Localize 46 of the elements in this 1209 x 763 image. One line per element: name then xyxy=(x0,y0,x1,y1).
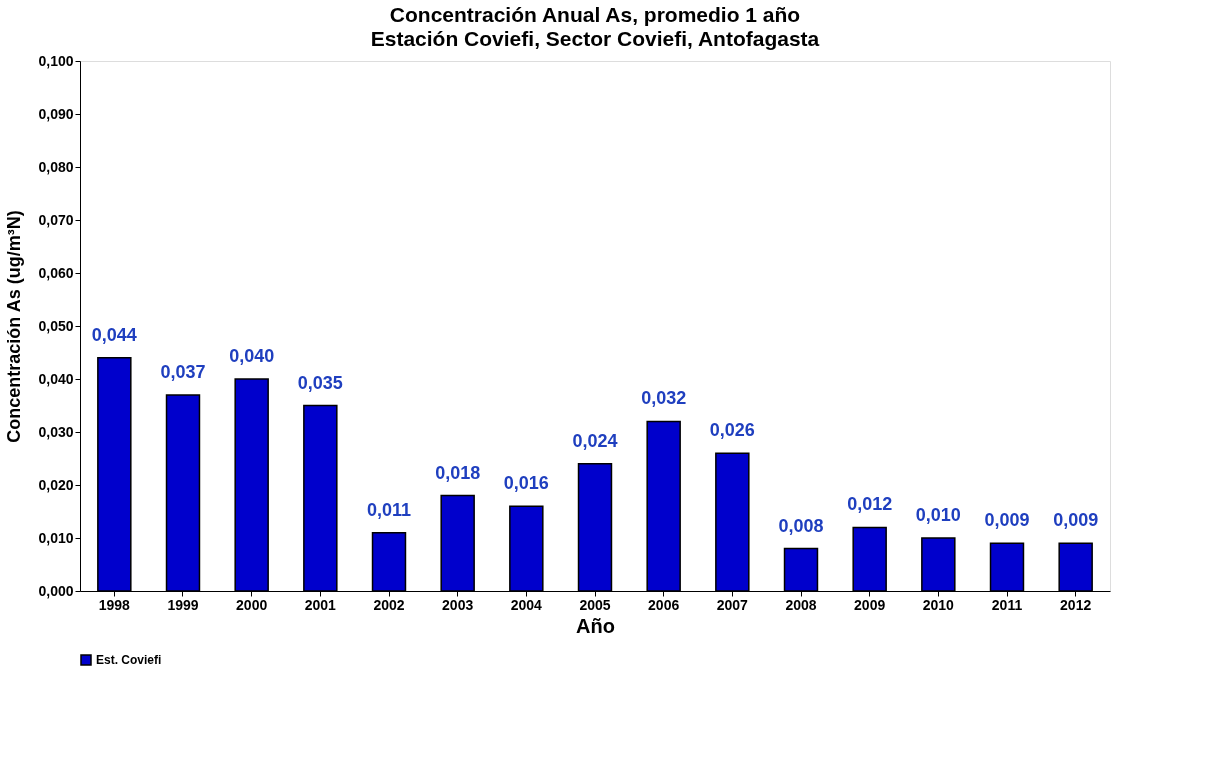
y-tick-label: 0,050 xyxy=(38,317,74,334)
x-tick-label: 2002 xyxy=(373,596,405,613)
x-tick-label: 1998 xyxy=(98,596,131,613)
x-tick-label: 2000 xyxy=(236,596,268,613)
data-label: 0,009 xyxy=(984,510,1030,531)
data-label: 0,044 xyxy=(91,324,137,345)
x-tick-label: 2008 xyxy=(785,596,817,613)
y-tick-label: 0,100 xyxy=(38,52,74,69)
x-tick-label: 2011 xyxy=(991,596,1023,613)
x-tick-label: 1999 xyxy=(167,596,199,613)
data-label: 0,011 xyxy=(366,499,412,520)
data-label: 0,040 xyxy=(229,346,275,366)
y-axis-title: Concentración As (ug/m³N) xyxy=(4,210,25,443)
x-tick-label: 2003 xyxy=(442,596,474,613)
data-label: 0,024 xyxy=(572,430,618,451)
x-tick-label: 2005 xyxy=(579,596,611,613)
data-label: 0,037 xyxy=(160,361,206,382)
y-tick-label: 0,090 xyxy=(38,105,74,122)
y-tick-label: 0,040 xyxy=(38,370,74,387)
chart-title: Concentración Anual As, promedio 1 año xyxy=(389,3,801,26)
x-tick-label: 2004 xyxy=(510,596,543,613)
y-tick-label: 0,010 xyxy=(38,529,74,546)
data-label: 0,008 xyxy=(778,515,824,536)
x-axis-title: Año xyxy=(576,614,615,637)
x-tick-label: 2012 xyxy=(1060,596,1092,613)
x-tick-label: 2009 xyxy=(854,596,886,613)
data-label: 0,012 xyxy=(847,494,893,515)
y-tick-label: 0,080 xyxy=(38,158,74,175)
legend-label: Est. Coviefi xyxy=(96,653,162,667)
data-label: 0,032 xyxy=(641,388,687,409)
x-tick-label: 2001 xyxy=(304,596,337,613)
x-tick-label: 2006 xyxy=(648,596,680,613)
data-label: 0,026 xyxy=(709,420,755,441)
y-tick-label: 0,000 xyxy=(38,582,74,599)
y-tick-label: 0,020 xyxy=(38,476,74,493)
y-tick-label: 0,060 xyxy=(38,264,74,281)
data-label: 0,035 xyxy=(297,372,343,393)
x-tick-label: 2007 xyxy=(716,596,749,613)
data-label: 0,018 xyxy=(435,462,481,483)
chart-subtitle: Estación Coviefi, Sector Coviefi, Antofagasta xyxy=(370,27,820,50)
data-label: 0,009 xyxy=(1053,510,1099,531)
x-tick-label: 2010 xyxy=(922,596,955,613)
data-label: 0,016 xyxy=(503,473,549,494)
y-tick-label: 0,070 xyxy=(38,211,74,228)
y-tick-label: 0,030 xyxy=(38,423,74,440)
data-label: 0,010 xyxy=(915,505,961,525)
